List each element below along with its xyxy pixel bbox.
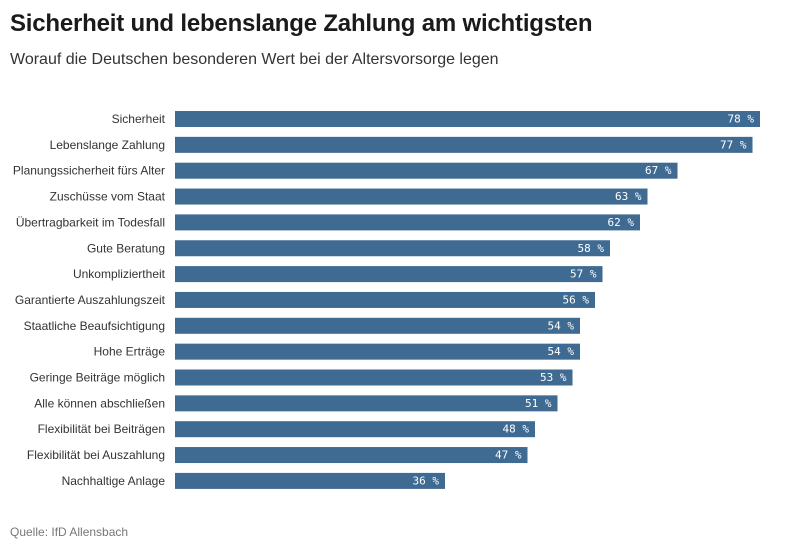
category-label: Garantierte Auszahlungszeit bbox=[15, 293, 166, 307]
bar bbox=[175, 266, 603, 283]
chart-title: Sicherheit und lebenslange Zahlung am wi… bbox=[10, 10, 593, 37]
value-labels: 78 % 77 % 67 %63 % 62 %58 % 57 % 56 % 54 % 54 %… bbox=[413, 113, 755, 488]
bar bbox=[175, 214, 640, 231]
bar bbox=[175, 317, 580, 334]
bar bbox=[175, 447, 528, 464]
bar bbox=[175, 136, 753, 153]
bar bbox=[175, 369, 573, 386]
bar-value-label: 51 % bbox=[525, 397, 552, 410]
category-label: Unkompliziertheit bbox=[73, 267, 166, 281]
category-label: Staatliche Beaufsichtigung bbox=[24, 319, 165, 333]
chart-subtitle: Worauf die Deutschen besonderen Wert bei… bbox=[10, 51, 499, 68]
bar-value-label: 58 % bbox=[578, 242, 605, 255]
bar bbox=[175, 421, 535, 438]
bar bbox=[175, 343, 580, 360]
bar-value-label: 48 % bbox=[503, 423, 530, 436]
bar-value-label: 54 % bbox=[548, 345, 575, 358]
source-note: Quelle: IfD Allensbach bbox=[10, 525, 129, 539]
bar bbox=[175, 472, 445, 489]
category-label: Zuschüsse vom Staat bbox=[50, 190, 166, 204]
bar bbox=[175, 395, 558, 412]
category-label: Lebenslange Zahlung bbox=[50, 138, 165, 152]
category-labels: Sicherheit Lebenslange Zahlung Planungssic… bbox=[13, 112, 166, 488]
category-label: Nachhaltige Anlage bbox=[62, 474, 166, 488]
bar bbox=[175, 188, 648, 205]
bar-value-label: 56 % bbox=[563, 293, 590, 306]
bars bbox=[175, 111, 760, 489]
bar-value-label: 53 % bbox=[540, 371, 567, 384]
bar-value-label: 36 % bbox=[413, 474, 440, 487]
category-label: Hohe Erträge bbox=[94, 345, 166, 359]
bar-value-label: 62 % bbox=[608, 216, 635, 229]
bar-value-label: 54 % bbox=[548, 319, 575, 332]
bar-value-label: 57 % bbox=[570, 268, 597, 281]
category-label: Flexibilität bei Auszahlung bbox=[27, 448, 165, 462]
bar-value-label: 78 % bbox=[728, 113, 755, 126]
category-label: Alle können abschließen bbox=[34, 396, 165, 410]
bar-value-label: 47 % bbox=[495, 449, 522, 462]
bar bbox=[175, 111, 760, 127]
category-label: Planungssicherheit fürs Alter bbox=[13, 164, 165, 178]
category-label: Sicherheit bbox=[112, 112, 166, 126]
category-label: Flexibilität bei Beiträgen bbox=[38, 422, 165, 436]
bar-value-label: 63 % bbox=[615, 190, 642, 203]
category-label: Geringe Beiträge möglich bbox=[30, 371, 165, 385]
bar bbox=[175, 240, 610, 257]
bar bbox=[175, 291, 595, 308]
category-label: Übertragbarkeit im Todesfall bbox=[16, 215, 165, 229]
bar-value-label: 77 % bbox=[720, 138, 747, 151]
bar bbox=[175, 162, 678, 179]
bar-value-label: 67 % bbox=[645, 164, 672, 177]
category-label: Gute Beratung bbox=[87, 241, 165, 255]
